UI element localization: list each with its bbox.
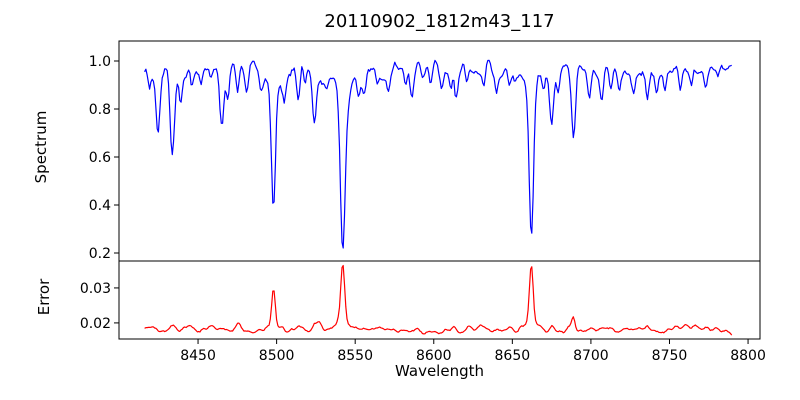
x-tick-label: 8600 xyxy=(416,348,452,364)
spectrum-line xyxy=(144,59,732,249)
x-tick-label: 8550 xyxy=(337,348,373,364)
spectrum-y-tick-label: 0.4 xyxy=(89,198,111,214)
x-tick-label: 8450 xyxy=(180,348,216,364)
error-panel-border xyxy=(118,260,761,340)
spectrum-y-tick-label: 1.0 xyxy=(89,54,111,70)
chart-title: 20110902_1812m43_117 xyxy=(324,11,555,32)
spectrum-y-tick-label: 0.8 xyxy=(89,102,111,118)
error-y-tick-label: 0.02 xyxy=(80,316,111,332)
spectrum-y-tick-label: 0.2 xyxy=(89,246,111,262)
x-tick-label: 8500 xyxy=(259,348,295,364)
spectrum-y-tick-label: 0.6 xyxy=(89,150,111,166)
error-line xyxy=(144,264,733,336)
x-tick-label: 8650 xyxy=(495,348,531,364)
x-tick-label: 8750 xyxy=(652,348,688,364)
x-tick-label: 8700 xyxy=(573,348,609,364)
x-axis-label: Wavelength xyxy=(395,362,484,380)
error-y-tick-label: 0.03 xyxy=(80,281,111,297)
x-tick-label: 8800 xyxy=(730,348,766,364)
